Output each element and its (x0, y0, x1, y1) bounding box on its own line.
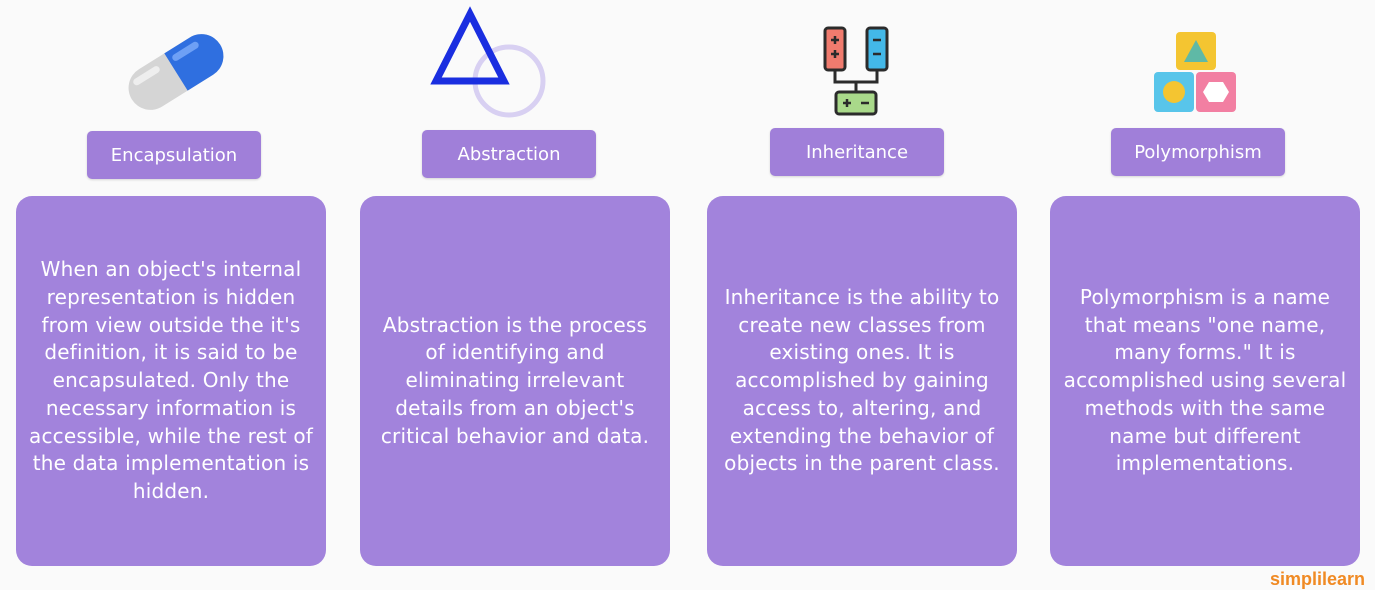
encapsulation-title: Encapsulation (87, 131, 261, 179)
polymorphism-title: Polymorphism (1111, 128, 1285, 176)
abstraction-card: Abstraction is the process of identifyin… (360, 196, 670, 566)
capsule-icon (128, 34, 224, 110)
abstraction-description: Abstraction is the process of identifyin… (380, 312, 650, 448)
concept-abstraction: Abstraction Abstraction is the process o… (360, 0, 670, 584)
inheritance-card: Inheritance is the ability to create new… (707, 196, 1017, 566)
concept-inheritance: Inheritance Inheritance is the ability t… (707, 0, 1017, 584)
shape-blocks-icon (1154, 32, 1236, 112)
concept-polymorphism: Polymorphism Polymorphism is a name that… (1050, 0, 1360, 584)
concept-encapsulation: Encapsulation When an object's internal … (16, 0, 326, 584)
abstraction-title: Abstraction (422, 130, 596, 178)
inheritance-description: Inheritance is the ability to create new… (724, 284, 1000, 476)
battery-circuit-icon (823, 26, 889, 116)
polymorphism-card: Polymorphism is a name that means "one n… (1050, 196, 1360, 566)
brand-watermark: simplilearn (1269, 569, 1365, 589)
encapsulation-description: When an object's internal representation… (29, 256, 313, 504)
triangle-circle-icon (430, 6, 546, 118)
encapsulation-card: When an object's internal representation… (16, 196, 326, 566)
polymorphism-description: Polymorphism is a name that means "one n… (1063, 284, 1347, 476)
inheritance-title: Inheritance (770, 128, 944, 176)
